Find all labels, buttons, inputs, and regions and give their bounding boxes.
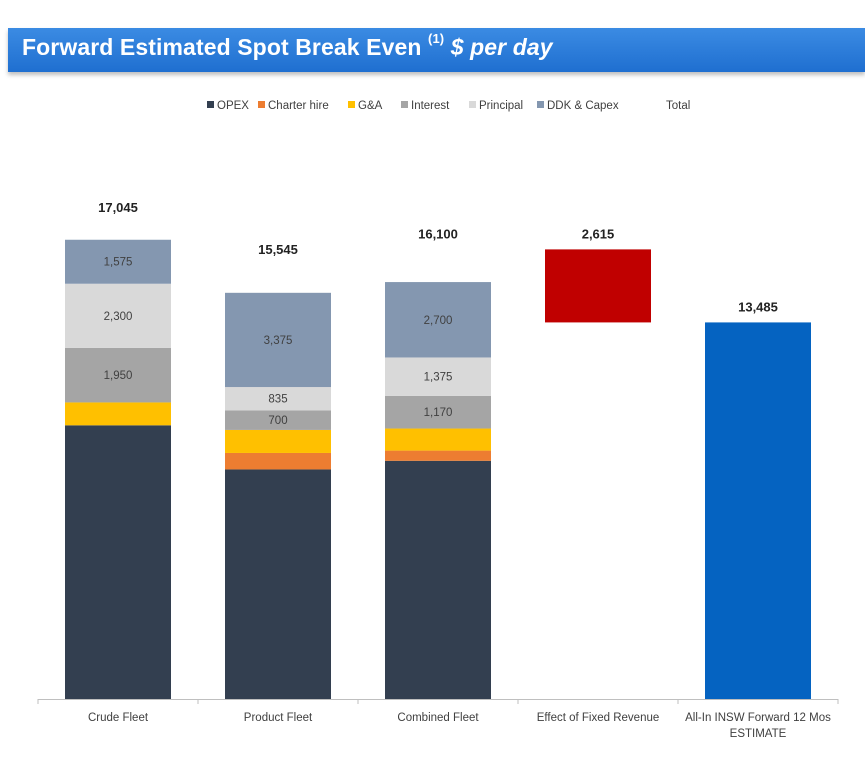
legend-swatch-charter-hire bbox=[258, 101, 265, 108]
data-label-crude-fleet-interest: 1,950 bbox=[104, 370, 133, 382]
data-label-combined-fleet-principal: 1,375 bbox=[424, 372, 453, 384]
x-tick-label-all-in-insw-forward-12-mos-estimate: All-In INSW Forward 12 Mos bbox=[685, 712, 831, 724]
data-label-combined-fleet-ddk-capex: 2,700 bbox=[424, 315, 453, 327]
x-tick-label-effect-of-fixed-revenue: Effect of Fixed Revenue bbox=[537, 712, 660, 724]
title-bar: Forward Estimated Spot Break Even (1) $ … bbox=[8, 28, 865, 72]
legend-label-charter-hire: Charter hire bbox=[268, 100, 329, 112]
chart-title-main: Forward Estimated Spot Break Even bbox=[22, 34, 422, 60]
bar-segment-product-fleet-g-a bbox=[225, 429, 331, 453]
chart-title-unit: $ per day bbox=[450, 34, 553, 60]
x-tick-label-product-fleet: Product Fleet bbox=[244, 712, 313, 724]
total-label-forward-estimate: 13,485 bbox=[738, 299, 778, 314]
legend-swatch-opex bbox=[207, 101, 214, 108]
bar-segment-product-fleet-charter-hire bbox=[225, 452, 331, 470]
bar-segment-crude-fleet-ddk-capex bbox=[65, 239, 171, 284]
bar-segment-product-fleet-opex bbox=[225, 469, 331, 699]
total-label-crude-fleet: 17,045 bbox=[98, 200, 138, 215]
bar-segment-combined-fleet-interest bbox=[385, 395, 491, 429]
data-label-product-fleet-interest: 700 bbox=[268, 415, 287, 427]
total-label-combined-fleet: 16,100 bbox=[418, 226, 458, 241]
legend-label-interest: Interest bbox=[411, 100, 450, 112]
chart-title: Forward Estimated Spot Break Even (1) $ … bbox=[22, 31, 553, 61]
x-tick-label-combined-fleet: Combined Fleet bbox=[397, 712, 479, 724]
bar-segment-combined-fleet-ddk-capex bbox=[385, 282, 491, 358]
data-label-product-fleet-principal: 835 bbox=[268, 394, 287, 406]
legend-swatch-ddk-capex bbox=[537, 101, 544, 108]
title-footnote-marker: (1) bbox=[428, 31, 445, 47]
legend-label-total: Total bbox=[666, 100, 690, 112]
total-label-fixed-revenue: 2,615 bbox=[582, 226, 615, 241]
bar-segment-combined-fleet-opex bbox=[385, 460, 491, 699]
legend-swatch-principal bbox=[469, 101, 476, 108]
bar-segment-product-fleet-ddk-capex bbox=[225, 292, 331, 388]
bar-segment-crude-fleet-interest bbox=[65, 347, 171, 403]
bar-fixed-revenue-effect bbox=[545, 249, 651, 323]
x-tick-label-all-in-insw-forward-12-mos-estimate: ESTIMATE bbox=[730, 728, 787, 740]
legend-label-principal: Principal bbox=[479, 100, 523, 112]
bar-segment-combined-fleet-principal bbox=[385, 357, 491, 396]
data-label-combined-fleet-interest: 1,170 bbox=[424, 407, 453, 419]
legend-label-g-a: G&A bbox=[358, 100, 383, 112]
x-tick-label-crude-fleet: Crude Fleet bbox=[88, 712, 149, 724]
legend-label-ddk-capex: DDK & Capex bbox=[547, 100, 619, 112]
legend-label-opex: OPEX bbox=[217, 100, 249, 112]
bar-segment-product-fleet-principal bbox=[225, 387, 331, 411]
legend-swatch-g-a bbox=[348, 101, 355, 108]
total-label-product-fleet: 15,545 bbox=[258, 242, 298, 257]
bar-segment-crude-fleet-principal bbox=[65, 283, 171, 348]
bar-segment-combined-fleet-charter-hire bbox=[385, 450, 491, 461]
legend-swatch-interest bbox=[401, 101, 408, 108]
data-label-product-fleet-ddk-capex: 3,375 bbox=[264, 335, 293, 347]
data-label-crude-fleet-principal: 2,300 bbox=[104, 311, 133, 323]
bar-segment-product-fleet-interest bbox=[225, 410, 331, 430]
bar-forward-estimate bbox=[705, 322, 811, 699]
bar-segment-crude-fleet-opex bbox=[65, 425, 171, 699]
data-label-crude-fleet-ddk-capex: 1,575 bbox=[104, 257, 133, 269]
bar-segment-crude-fleet-g-a bbox=[65, 402, 171, 426]
bar-segment-combined-fleet-g-a bbox=[385, 428, 491, 451]
